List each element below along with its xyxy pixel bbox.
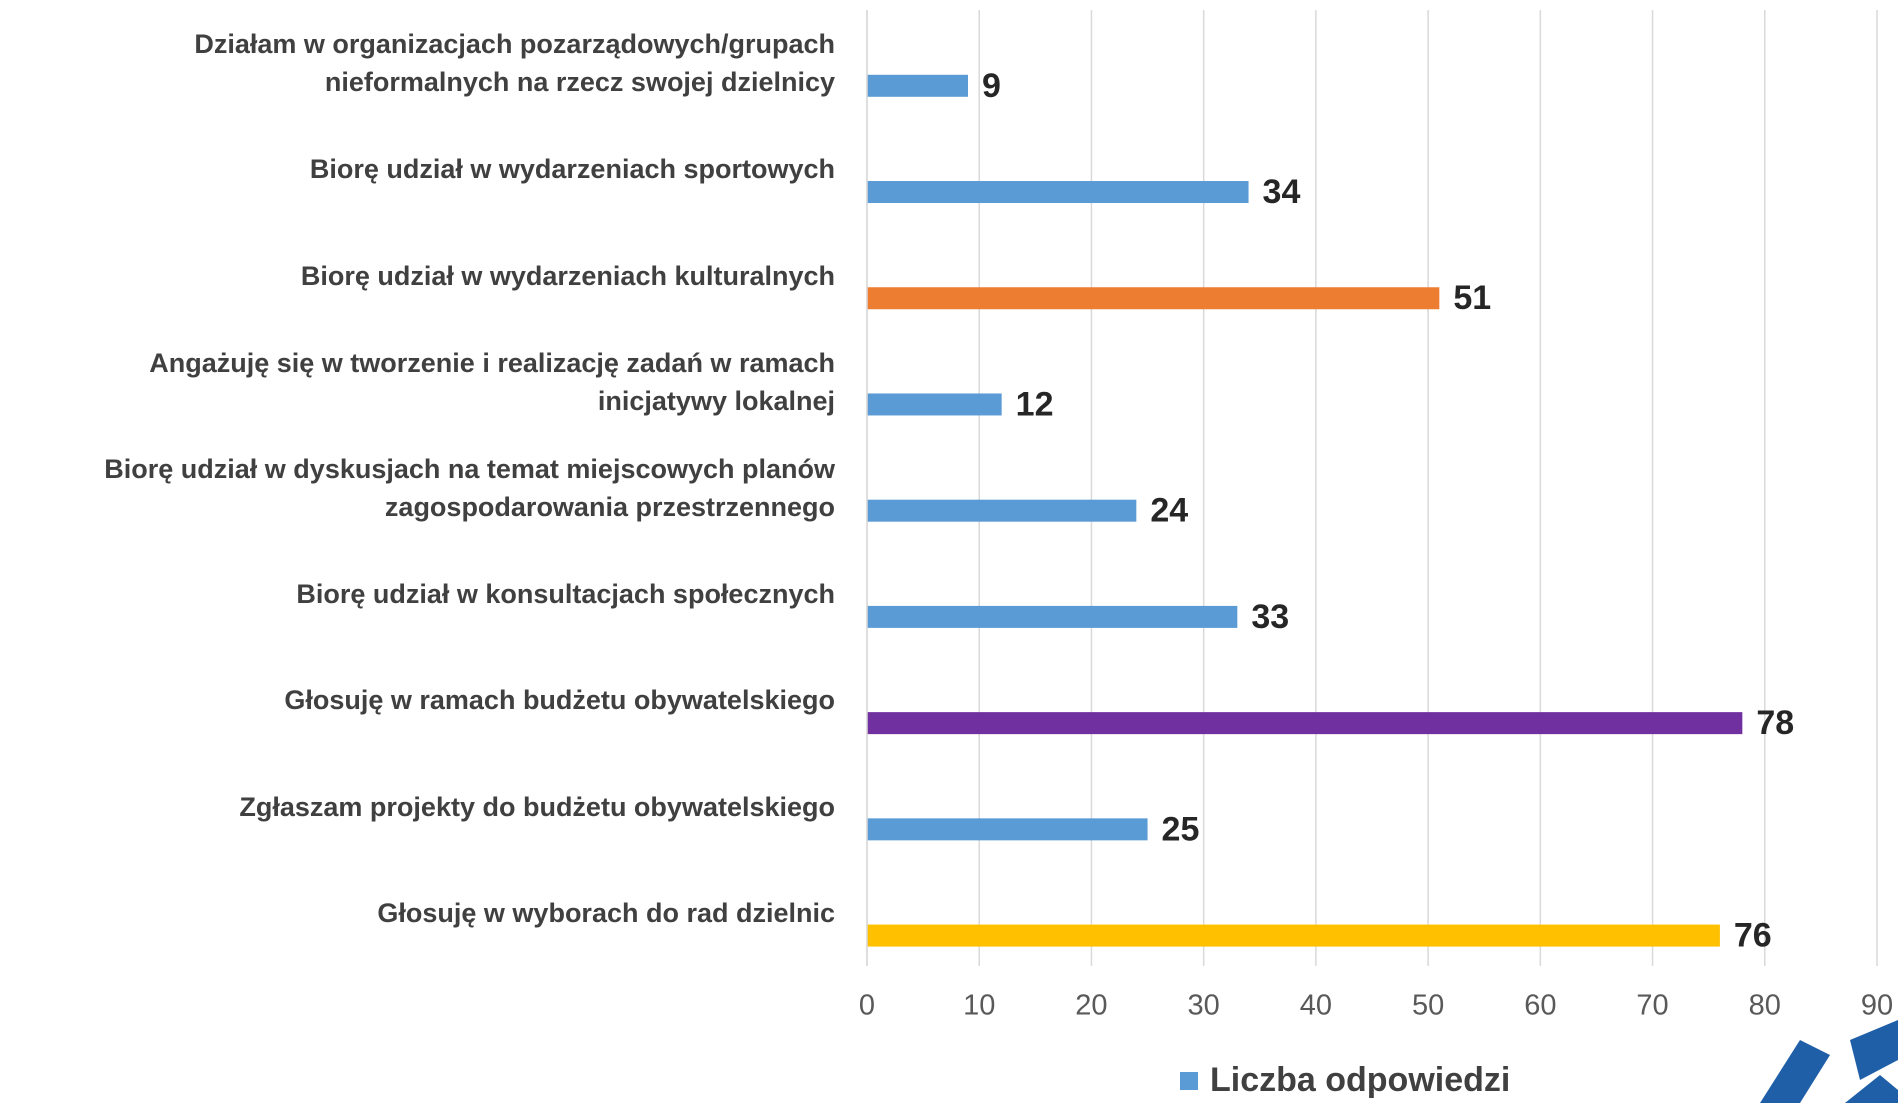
data-label: 24 — [1150, 492, 1188, 530]
bar — [867, 605, 1238, 628]
legend-swatch — [1180, 1072, 1198, 1090]
data-label: 9 — [982, 67, 1001, 105]
bar — [867, 499, 1137, 522]
x-tick-label: 20 — [1075, 990, 1107, 1022]
category-label: Działam w organizacjach pozarządowych/gr… — [194, 29, 835, 98]
category-label: Biorę udział w wydarzeniach kulturalnych — [300, 260, 835, 291]
data-label: 34 — [1263, 173, 1301, 211]
category-label: Biorę udział w dyskusjach na temat miejs… — [104, 454, 835, 522]
data-label: 51 — [1453, 279, 1491, 317]
bar — [867, 181, 1249, 204]
bar — [867, 393, 1002, 416]
x-tick-label: 50 — [1412, 990, 1444, 1022]
x-tick-label: 80 — [1749, 990, 1781, 1022]
category-label: Zgłaszam projekty do budżetu obywatelski… — [239, 791, 835, 822]
x-tick-label: 0 — [859, 990, 875, 1022]
x-tick-label: 60 — [1524, 990, 1556, 1022]
bar — [867, 287, 1440, 310]
category-label: Głosuję w ramach budżetu obywatelskiego — [284, 685, 835, 716]
bar — [867, 712, 1743, 735]
data-label: 76 — [1734, 917, 1772, 955]
category-label: Biorę udział w konsultacjach społecznych — [296, 579, 835, 610]
data-label: 12 — [1016, 385, 1054, 423]
bar — [867, 74, 968, 97]
x-tick-label: 70 — [1636, 990, 1668, 1022]
category-label: Głosuję w wyborach do rad dzielnic — [377, 897, 835, 928]
x-tick-label: 30 — [1188, 990, 1220, 1022]
data-label: 78 — [1756, 704, 1794, 742]
logo — [1760, 1020, 1898, 1103]
category-label: Angażuję się w tworzenie i realizację za… — [149, 347, 835, 416]
bar — [867, 818, 1148, 841]
x-tick-label: 10 — [963, 990, 995, 1022]
x-tick-label: 90 — [1861, 990, 1893, 1022]
data-label: 33 — [1251, 598, 1289, 636]
legend-label: Liczba odpowiedzi — [1210, 1061, 1510, 1099]
x-tick-label: 40 — [1300, 990, 1332, 1022]
bar — [867, 924, 1720, 947]
data-label: 25 — [1162, 810, 1200, 848]
category-label: Biorę udział w wydarzeniach sportowych — [309, 154, 835, 185]
